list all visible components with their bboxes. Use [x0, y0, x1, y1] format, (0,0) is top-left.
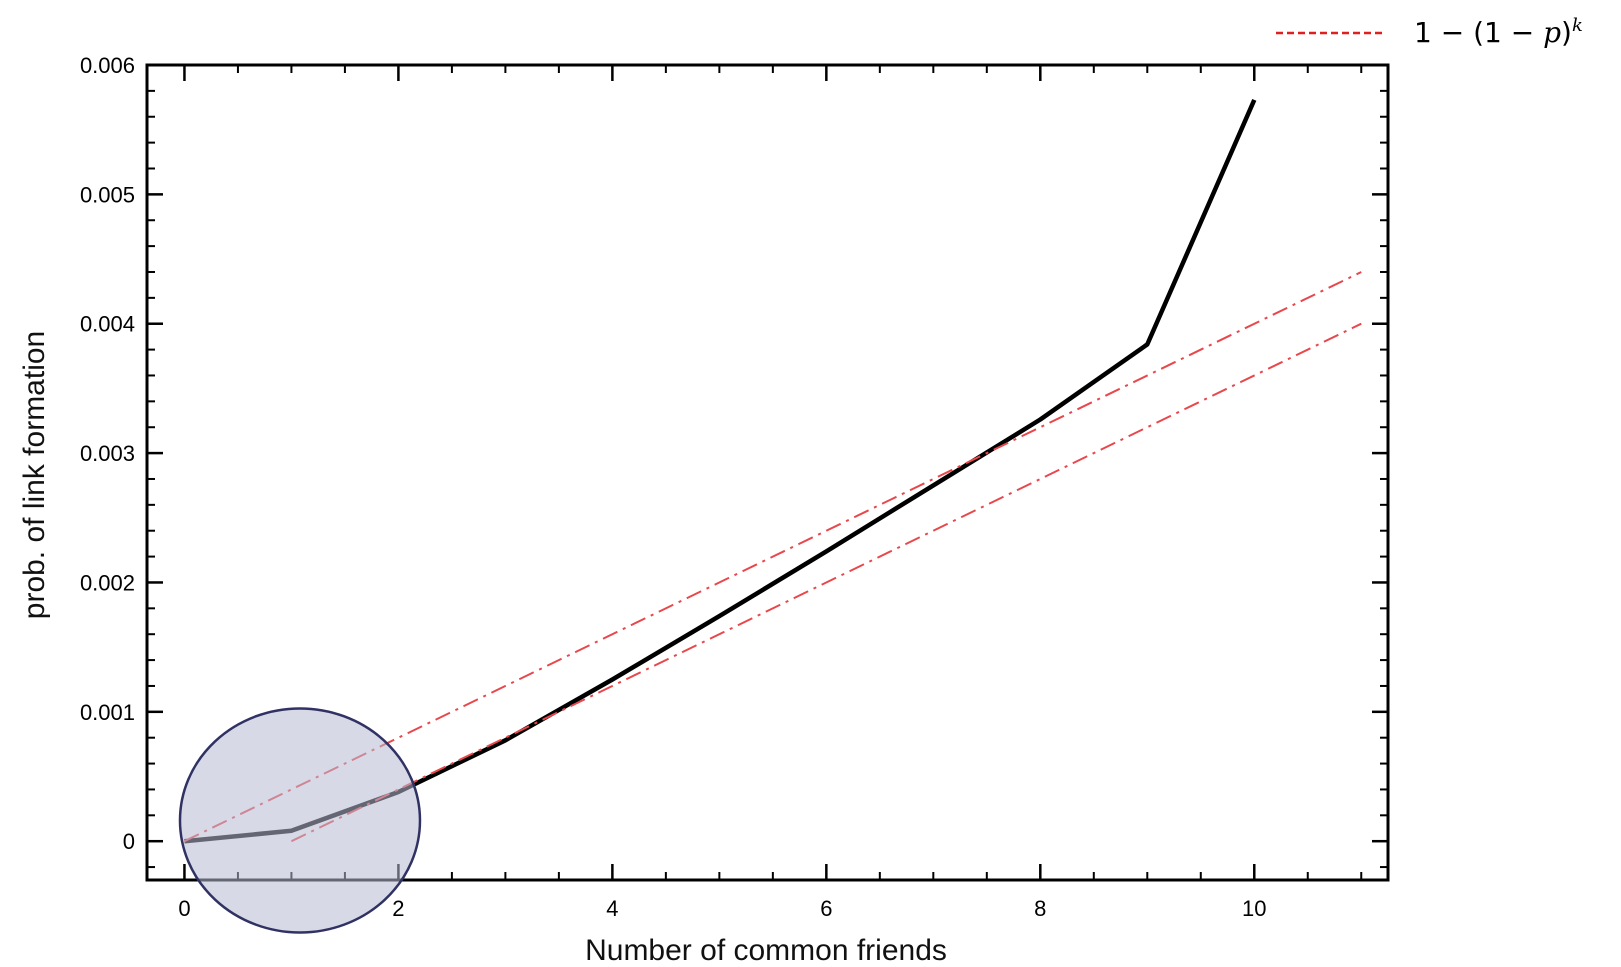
x-tick-label: 8 [1034, 896, 1046, 921]
x-tick-label: 0 [178, 896, 190, 921]
legend-prefix: 1 − (1 − [1414, 16, 1543, 49]
legend-variable: p [1543, 16, 1561, 49]
x-tick-label: 4 [606, 896, 618, 921]
x-tick-label: 6 [820, 896, 832, 921]
y-tick-label: 0.005 [80, 182, 135, 207]
y-tick-label: 0.001 [80, 700, 135, 725]
highlight-ellipse [178, 707, 422, 934]
x-axis-label: Number of common friends [585, 934, 947, 967]
x-tick-label: 2 [392, 896, 404, 921]
legend: 1 − (1 − p)k [1276, 15, 1583, 49]
y-tick-label: 0.002 [80, 570, 135, 595]
y-tick-label: 0.003 [80, 441, 135, 466]
y-axis-label: prob. of link formation [18, 331, 51, 619]
legend-suffix: ) [1561, 16, 1572, 49]
y-tick-label: 0 [123, 829, 135, 854]
legend-label: 1 − (1 − p)k [1414, 15, 1583, 49]
y-tick-label: 0.006 [80, 53, 135, 78]
legend-exponent: k [1572, 15, 1583, 36]
plot-frame [145, 63, 1390, 882]
x-tick-label: 10 [1242, 896, 1266, 921]
series-line-dashdot-2 [290, 322, 1362, 843]
annotation-layer [178, 707, 422, 934]
ticks-layer: 0 2 4 6 8 10 0 0.001 0.002 0.003 0.004 0.005 0.006 [80, 53, 1388, 921]
y-tick-label: 0.004 [80, 312, 135, 337]
